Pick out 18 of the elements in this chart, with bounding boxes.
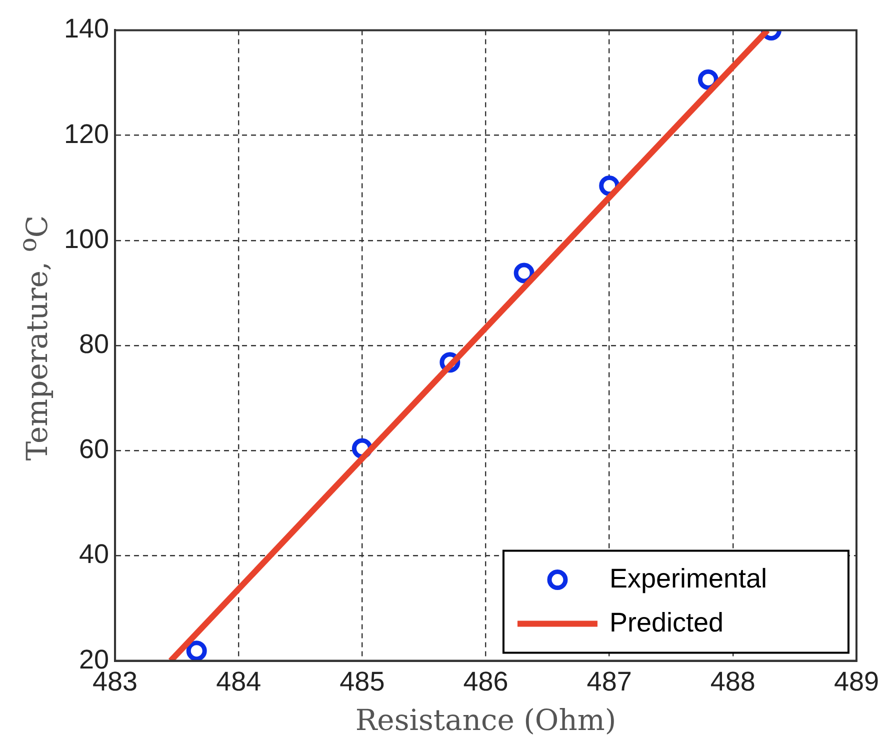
x-tick-label: 489 <box>834 666 880 696</box>
y-tick-label: 40 <box>79 539 110 570</box>
x-tick-label: 488 <box>710 666 756 696</box>
x-tick-label: 486 <box>463 666 508 696</box>
x-tick-label: 484 <box>216 666 262 696</box>
legend-label: Experimental <box>609 563 768 594</box>
point <box>186 640 207 661</box>
point <box>698 69 718 90</box>
y-tick-label: 100 <box>64 224 110 254</box>
y-tick-label: 140 <box>64 14 110 44</box>
y-tick-label: 60 <box>79 434 110 464</box>
y-tick-label: 80 <box>79 328 110 359</box>
x-tick-label: 485 <box>340 666 385 696</box>
point <box>514 262 534 284</box>
x-tick-label: 487 <box>586 666 632 696</box>
legend-label: Predicted <box>609 607 724 638</box>
y-tick-label: 120 <box>64 118 110 149</box>
x-axis-title: Resistance (Ohm) <box>355 703 616 738</box>
